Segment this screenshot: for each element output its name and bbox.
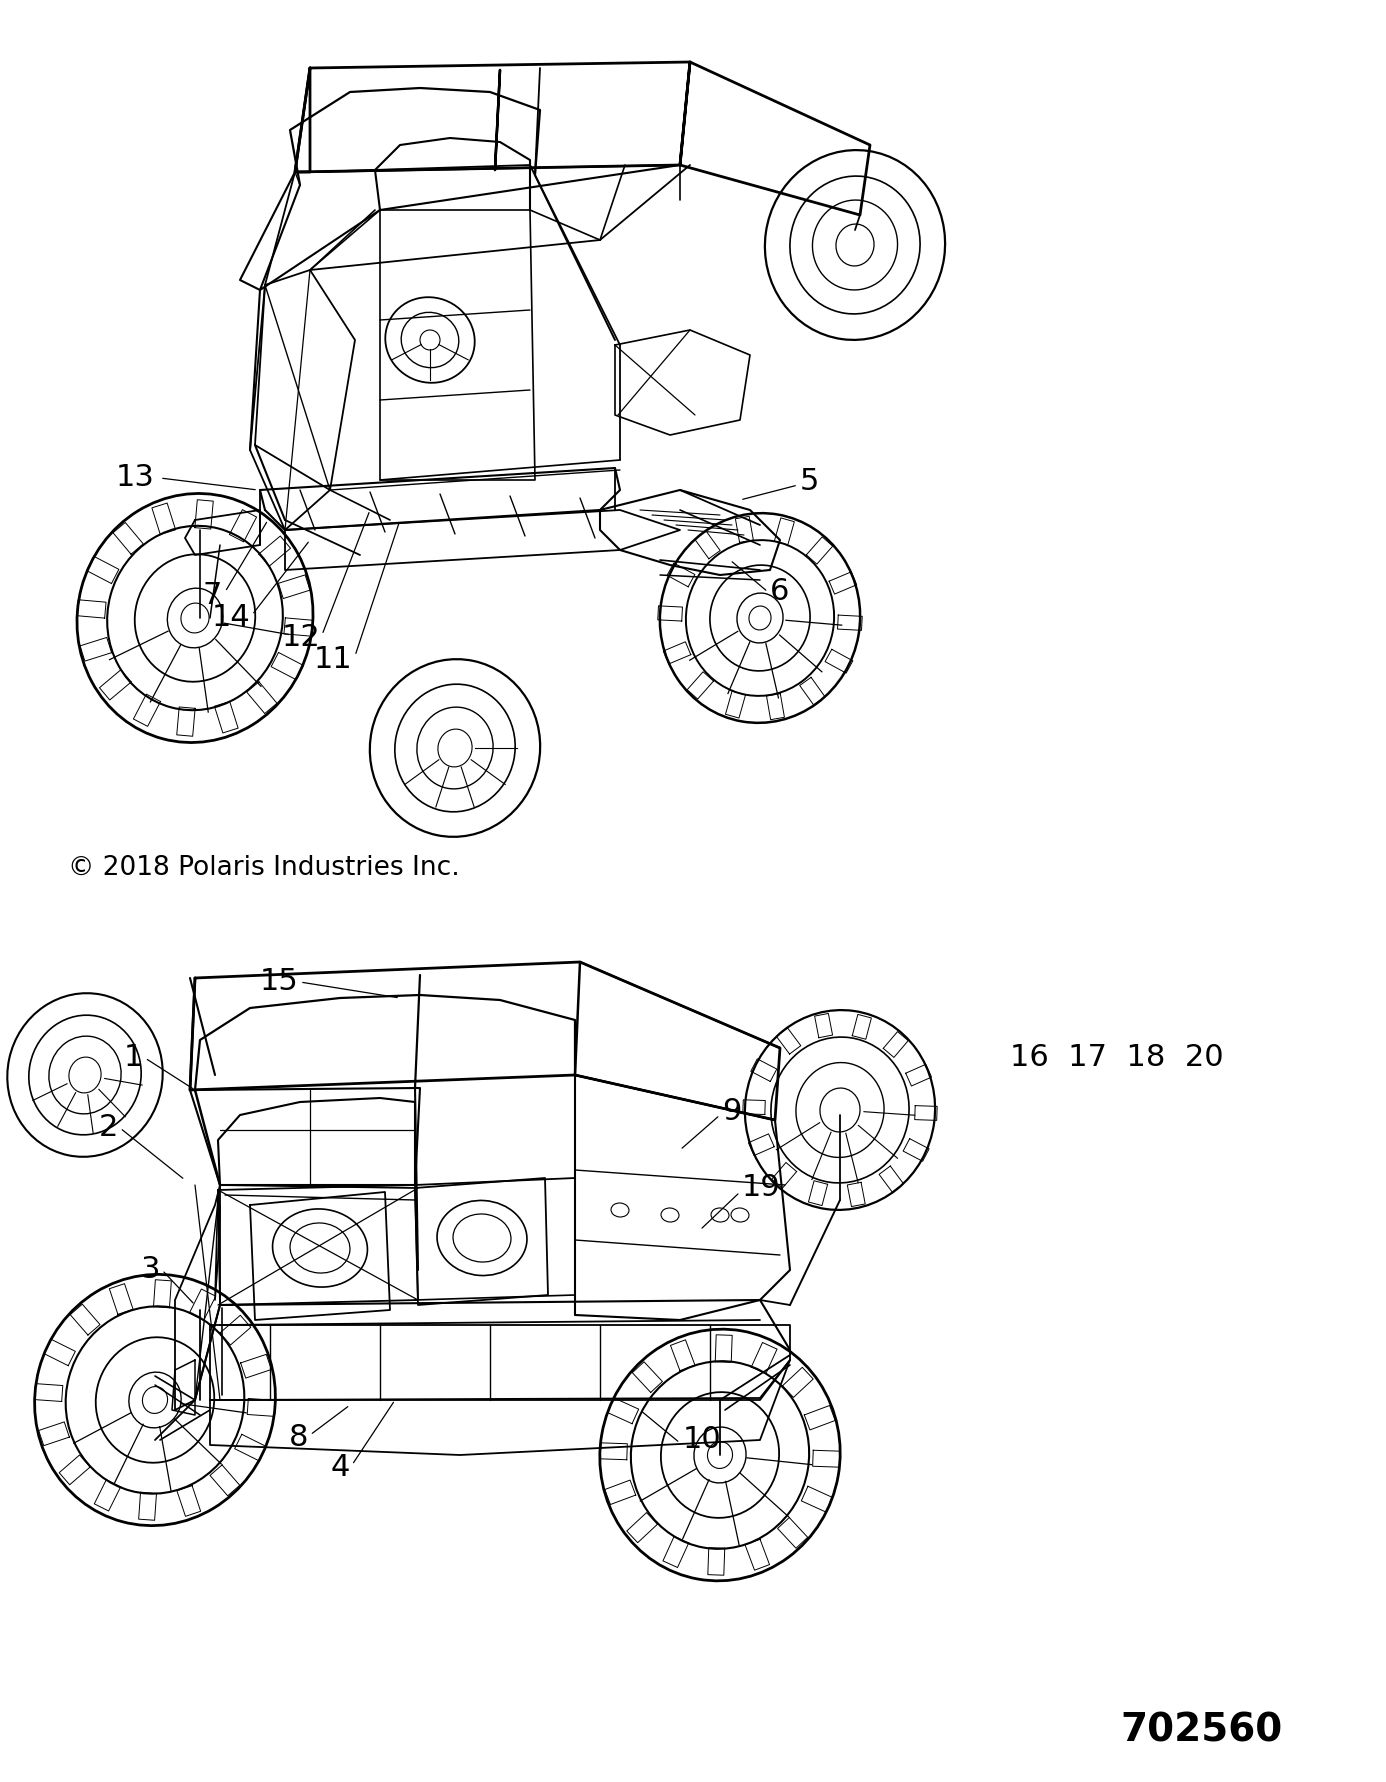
Text: 7: 7 [202,581,222,609]
Text: 3: 3 [140,1256,159,1285]
Text: 19: 19 [742,1174,780,1203]
Text: 12: 12 [281,624,320,652]
Text: 9: 9 [722,1098,742,1126]
Text: 8: 8 [288,1424,308,1452]
Text: 6: 6 [771,577,790,606]
Text: 2: 2 [98,1114,118,1142]
Text: 11: 11 [313,645,352,674]
Text: 5: 5 [800,467,819,497]
Text: 4: 4 [331,1454,351,1483]
Text: © 2018 Polaris Industries Inc.: © 2018 Polaris Industries Inc. [68,855,460,880]
Text: 16  17  18  20: 16 17 18 20 [1010,1044,1224,1073]
Text: 15: 15 [259,968,298,996]
Text: 14: 14 [211,604,249,633]
Text: 1: 1 [123,1044,143,1073]
Text: 13: 13 [116,463,155,492]
Text: 10: 10 [683,1426,722,1454]
Text: 702560: 702560 [1120,1711,1282,1748]
